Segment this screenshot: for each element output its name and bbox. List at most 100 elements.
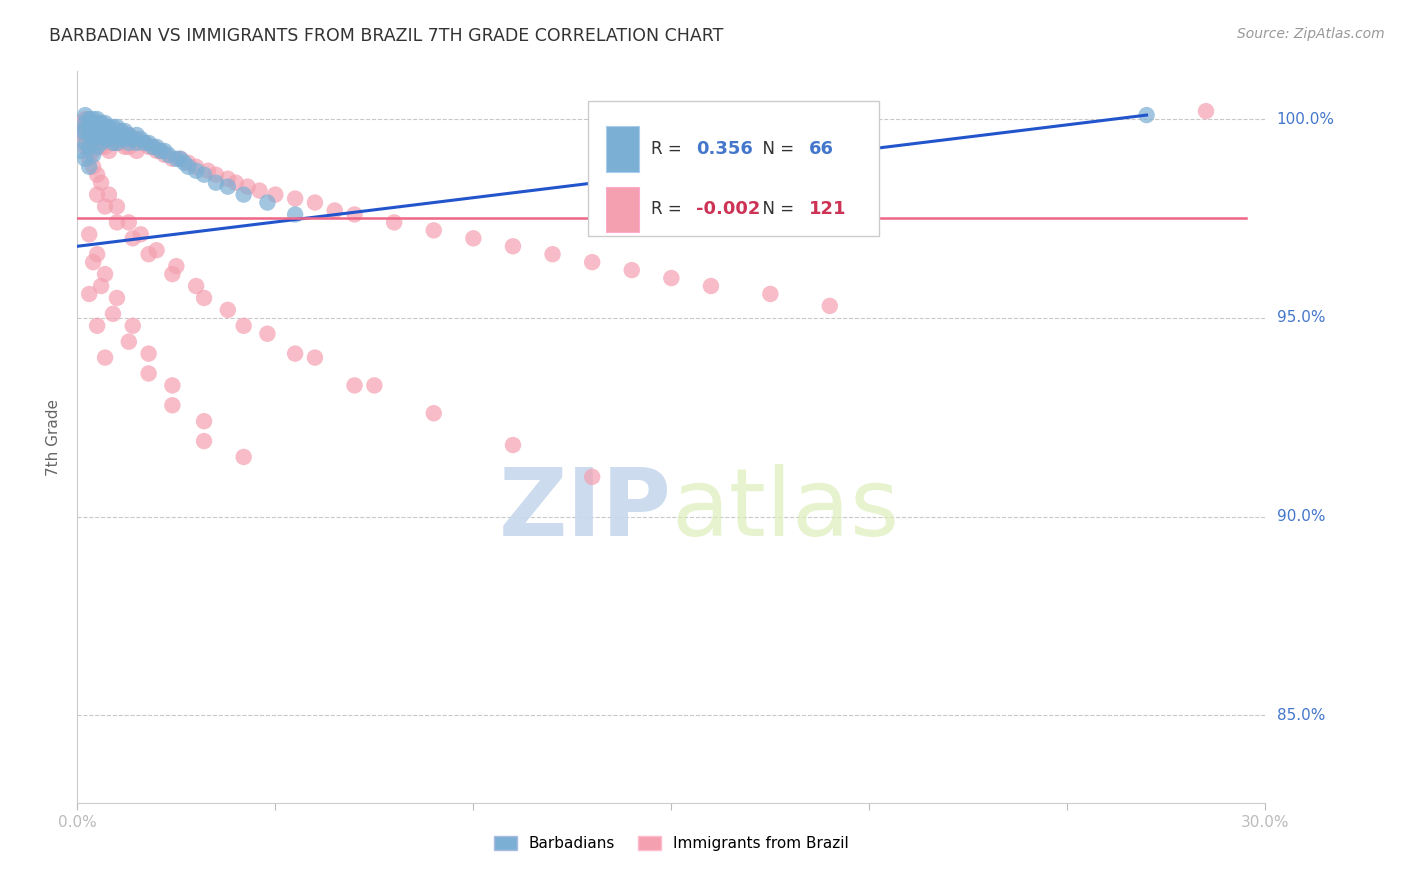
- Point: [94, 200, 117, 214]
- Point: [138, 346, 160, 360]
- Point: [86, 318, 108, 333]
- Text: 85.0%: 85.0%: [1277, 708, 1324, 723]
- Point: [581, 470, 603, 484]
- Point: [82, 124, 104, 138]
- Point: [90, 279, 112, 293]
- Point: [77, 132, 100, 146]
- Point: [134, 136, 156, 150]
- Point: [818, 299, 841, 313]
- Point: [138, 367, 160, 381]
- Point: [149, 144, 172, 158]
- Point: [98, 132, 121, 146]
- Point: [86, 136, 108, 150]
- Point: [110, 132, 132, 146]
- Point: [77, 144, 100, 158]
- Point: [82, 116, 104, 130]
- Point: [284, 346, 307, 360]
- Point: [463, 231, 485, 245]
- Text: N =: N =: [752, 200, 800, 219]
- Point: [125, 128, 148, 142]
- Point: [94, 140, 117, 154]
- Point: [125, 144, 148, 158]
- Point: [118, 215, 141, 229]
- Text: R =: R =: [651, 200, 688, 219]
- Point: [75, 120, 97, 134]
- Point: [193, 291, 215, 305]
- Point: [94, 128, 117, 142]
- Point: [173, 155, 195, 169]
- Point: [77, 112, 100, 126]
- Point: [145, 140, 167, 154]
- Point: [77, 160, 100, 174]
- Point: [129, 227, 152, 242]
- Point: [129, 132, 152, 146]
- Point: [142, 140, 165, 154]
- Point: [620, 263, 643, 277]
- Point: [90, 140, 112, 154]
- Point: [118, 136, 141, 150]
- Point: [75, 112, 97, 126]
- Point: [121, 231, 143, 245]
- Point: [343, 378, 366, 392]
- Point: [225, 176, 247, 190]
- Point: [77, 120, 100, 134]
- Point: [98, 187, 121, 202]
- Text: 121: 121: [810, 200, 846, 219]
- Point: [82, 132, 104, 146]
- Point: [138, 247, 160, 261]
- Point: [169, 152, 191, 166]
- Point: [304, 351, 326, 365]
- Legend: Barbadians, Immigrants from Brazil: Barbadians, Immigrants from Brazil: [488, 830, 855, 857]
- Point: [541, 247, 564, 261]
- FancyBboxPatch shape: [606, 186, 640, 232]
- Point: [264, 187, 287, 202]
- Point: [205, 176, 228, 190]
- Point: [86, 187, 108, 202]
- Point: [101, 136, 124, 150]
- Point: [153, 144, 176, 158]
- Point: [90, 120, 112, 134]
- Point: [114, 140, 136, 154]
- Point: [1136, 108, 1159, 122]
- Point: [90, 116, 112, 130]
- Point: [304, 195, 326, 210]
- Point: [110, 124, 132, 138]
- Point: [86, 112, 108, 126]
- Text: ZIP: ZIP: [499, 464, 672, 557]
- Point: [77, 120, 100, 134]
- Point: [86, 168, 108, 182]
- Point: [110, 136, 132, 150]
- Point: [75, 128, 97, 142]
- Text: 0.356: 0.356: [696, 140, 754, 158]
- Point: [86, 124, 108, 138]
- Point: [77, 227, 100, 242]
- Point: [101, 136, 124, 150]
- Point: [82, 144, 104, 158]
- Point: [114, 124, 136, 138]
- Point: [162, 267, 184, 281]
- Point: [142, 140, 165, 154]
- Point: [86, 116, 108, 130]
- Point: [101, 307, 124, 321]
- Point: [193, 168, 215, 182]
- Point: [423, 223, 446, 237]
- Point: [165, 259, 187, 273]
- Point: [186, 163, 208, 178]
- Point: [70, 124, 93, 138]
- Point: [70, 128, 93, 142]
- Text: 90.0%: 90.0%: [1277, 509, 1324, 524]
- Point: [121, 132, 143, 146]
- Point: [86, 120, 108, 134]
- Text: N =: N =: [752, 140, 800, 158]
- Point: [343, 207, 366, 221]
- Point: [98, 132, 121, 146]
- Point: [70, 144, 93, 158]
- Point: [177, 160, 200, 174]
- Point: [197, 163, 219, 178]
- Point: [105, 291, 128, 305]
- Point: [82, 255, 104, 269]
- Point: [114, 132, 136, 146]
- Point: [98, 144, 121, 158]
- Point: [98, 120, 121, 134]
- Point: [82, 132, 104, 146]
